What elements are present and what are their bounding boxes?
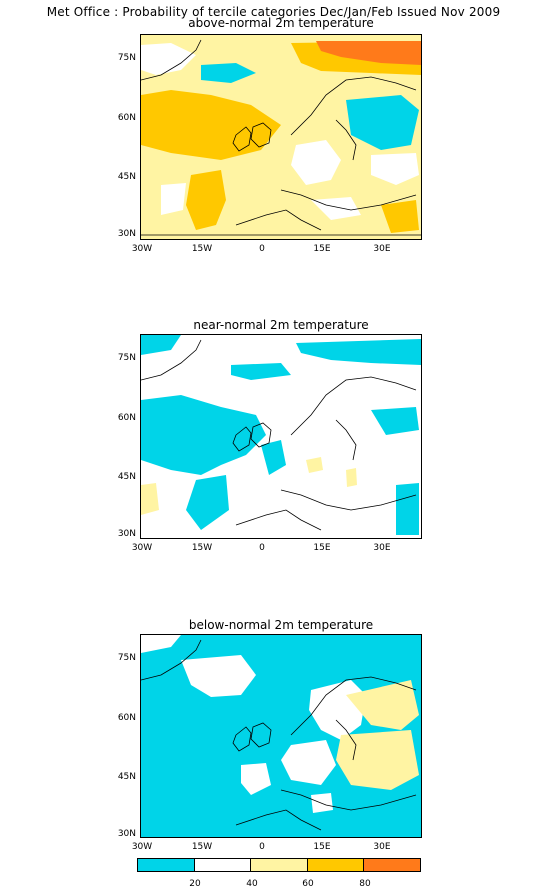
cyan-arctic-region — [296, 339, 421, 365]
yellow-west-patch — [141, 483, 159, 515]
y-tick-60n-p1: 60N — [117, 113, 136, 123]
colorbar-segment-1 — [138, 859, 195, 871]
figure-title: Met Office : Probability of tercile cate… — [46, 5, 501, 19]
x-tick-15e-p2: 15E — [313, 543, 331, 553]
cyan-finland-region — [371, 407, 419, 435]
x-tick-30w-p2: 30W — [131, 543, 153, 553]
white-north-atlantic — [181, 655, 256, 697]
colorbar-label-20: 20 — [189, 879, 201, 889]
colorbar-segment-2 — [194, 859, 252, 871]
white-greenland-corner — [141, 635, 181, 653]
x-tick-0-p3: 0 — [259, 842, 265, 852]
colorbar-segment-3 — [251, 859, 308, 871]
map-above-normal-svg — [141, 35, 421, 239]
colorbar-label-80: 80 — [359, 879, 371, 889]
x-tick-30e-p3: 30E — [373, 842, 391, 852]
cyan-scandinavia-region — [346, 95, 419, 150]
map-below-normal-svg — [141, 635, 421, 837]
y-tick-45n-p2: 45N — [117, 472, 136, 482]
x-tick-30w-p3: 30W — [131, 842, 153, 852]
red-arctic-region — [316, 41, 421, 65]
white-east-europe — [371, 153, 419, 185]
white-mediterranean — [311, 197, 361, 220]
coastlines — [141, 639, 417, 831]
cyan-greenland-corner — [141, 335, 181, 355]
y-tick-30n-p3: 30N — [117, 829, 136, 839]
orange-atlantic-region — [141, 90, 281, 160]
y-tick-60n-p3: 60N — [117, 713, 136, 723]
y-tick-30n-p1: 30N — [117, 229, 136, 239]
x-tick-30w-p1: 30W — [131, 244, 153, 254]
panel-title-near: near-normal 2m temperature — [193, 318, 369, 332]
x-tick-15w-p1: 15W — [191, 244, 213, 254]
colorbar-segment-4 — [307, 859, 365, 871]
map-near-normal-svg — [141, 335, 421, 538]
x-tick-30e-p1: 30E — [373, 244, 391, 254]
y-tick-45n-p3: 45N — [117, 772, 136, 782]
orange-west-region — [186, 170, 226, 230]
colorbar — [137, 858, 421, 872]
x-tick-15w-p2: 15W — [191, 543, 213, 553]
cyan-iberia-west — [186, 475, 229, 530]
white-central-europe — [281, 740, 336, 785]
y-tick-75n-p3: 75N — [117, 653, 136, 663]
y-tick-75n-p1: 75N — [117, 53, 136, 63]
white-atlantic-south — [161, 183, 186, 215]
x-tick-30e-p2: 30E — [373, 543, 391, 553]
y-tick-75n-p2: 75N — [117, 353, 136, 363]
x-tick-0-p1: 0 — [259, 244, 265, 254]
cyan-north-atlantic — [201, 63, 256, 83]
orange-turkey-region — [381, 200, 419, 233]
x-tick-15w-p3: 15W — [191, 842, 213, 852]
cyan-north-atlantic — [231, 363, 291, 380]
white-greenland-region — [141, 43, 196, 75]
panel-title-above: above-normal 2m temperature — [188, 16, 374, 30]
yellow-balkan-patch — [346, 468, 357, 487]
map-above-normal — [140, 34, 422, 240]
x-tick-15e-p1: 15E — [313, 244, 331, 254]
y-tick-45n-p1: 45N — [117, 172, 136, 182]
cyan-uk-region — [261, 440, 286, 475]
yellow-east-region — [336, 730, 419, 790]
colorbar-segment-5 — [364, 859, 420, 871]
colorbar-label-60: 60 — [302, 879, 314, 889]
colorbar-label-40: 40 — [246, 879, 258, 889]
yellow-north-region — [346, 680, 419, 730]
x-tick-15e-p3: 15E — [313, 842, 331, 852]
y-tick-30n-p2: 30N — [117, 529, 136, 539]
y-tick-60n-p2: 60N — [117, 413, 136, 423]
coastlines — [141, 39, 421, 236]
cyan-east-region — [396, 483, 419, 535]
white-france-region — [241, 763, 271, 795]
x-tick-0-p2: 0 — [259, 543, 265, 553]
map-near-normal — [140, 334, 422, 539]
cyan-atlantic-region — [141, 395, 266, 475]
white-central-europe — [291, 140, 341, 185]
yellow-central-patch — [306, 457, 323, 473]
coastlines — [141, 339, 417, 531]
panel-title-below: below-normal 2m temperature — [188, 618, 374, 632]
map-below-normal — [140, 634, 422, 838]
